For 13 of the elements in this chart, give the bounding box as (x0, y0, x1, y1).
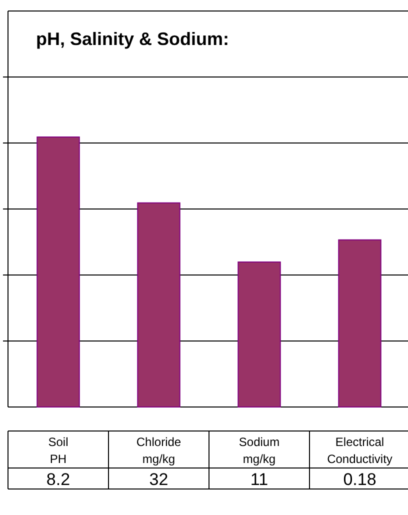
bar (338, 239, 382, 408)
bar (36, 136, 80, 408)
text: 0.18 (343, 470, 376, 489)
chart-title: pH, Salinity & Sodium: (36, 29, 230, 49)
text: 11 (250, 470, 268, 489)
bar (137, 202, 180, 408)
x-tick-label: Electrical Conductivity (327, 435, 392, 466)
x-tick-label: Soil PH (48, 435, 68, 466)
x-tick-label: Chloride mg/kg (136, 435, 182, 466)
bar (238, 262, 281, 408)
x-tick-label: Sodium mg/kg (238, 435, 280, 466)
text: 32 (149, 470, 168, 489)
text: 8.2 (46, 470, 70, 489)
